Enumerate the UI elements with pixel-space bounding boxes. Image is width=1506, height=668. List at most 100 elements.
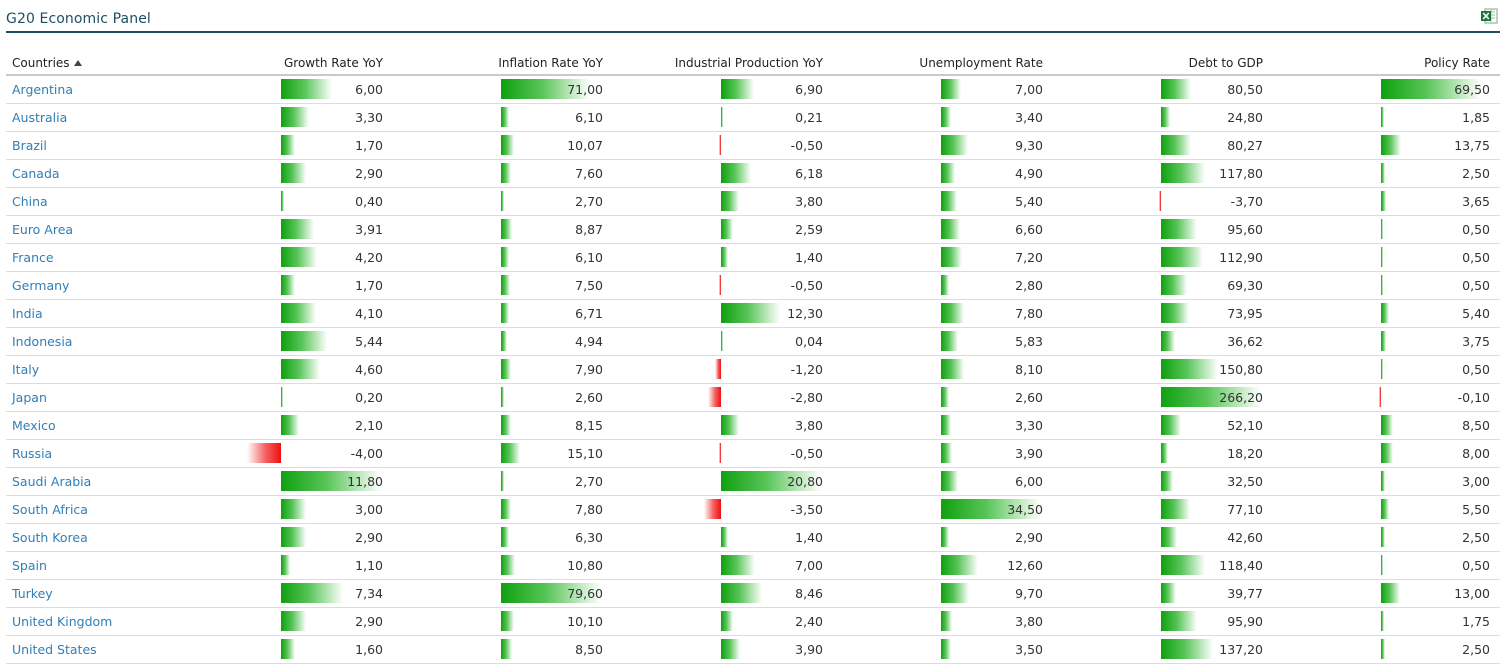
cell-value: 0,04 <box>795 334 823 349</box>
country-link[interactable]: South Africa <box>12 502 88 517</box>
country-link[interactable]: Japan <box>12 390 47 405</box>
country-link[interactable]: Germany <box>12 278 70 293</box>
country-link[interactable]: Spain <box>12 558 47 573</box>
cell-value: 1,70 <box>355 138 383 153</box>
country-link[interactable]: Saudi Arabia <box>12 474 92 489</box>
positive-bar <box>281 611 306 631</box>
positive-bar <box>1161 163 1205 183</box>
country-link[interactable]: Mexico <box>12 418 56 433</box>
column-header-industrial[interactable]: Industrial Production YoY <box>613 52 833 76</box>
table-row: Argentina 6,00 71,00 6,90 7,00 80,50 69,50 <box>6 75 1500 104</box>
country-cell: Australia <box>6 103 173 132</box>
growth-cell: 3,30 <box>173 103 393 132</box>
country-link[interactable]: Australia <box>12 110 68 125</box>
unemployment-cell: 6,60 <box>833 215 1053 244</box>
cell-value: -3,50 <box>790 502 823 517</box>
inflation-cell: 10,10 <box>393 607 613 636</box>
cell-value: 6,60 <box>1015 222 1043 237</box>
positive-bar <box>941 555 978 575</box>
country-link[interactable]: China <box>12 194 48 209</box>
policy-cell: 13,00 <box>1273 579 1500 608</box>
positive-bar <box>941 611 952 631</box>
table-row: United Kingdom 2,90 10,10 2,40 3,80 95,90 1,75 <box>6 607 1500 636</box>
negative-bar <box>708 387 721 407</box>
growth-cell: 2,10 <box>173 411 393 440</box>
growth-cell: 7,34 <box>173 579 393 608</box>
country-link[interactable]: Euro Area <box>12 222 74 237</box>
country-link[interactable]: Canada <box>12 166 60 181</box>
debt-cell: 42,60 <box>1053 523 1273 552</box>
table-row: Saudi Arabia 11,80 2,70 20,80 6,00 32,50 3,00 <box>6 467 1500 496</box>
inflation-cell: 7,80 <box>393 495 613 524</box>
column-header-policy[interactable]: Policy Rate <box>1273 52 1500 76</box>
column-header-unemployment[interactable]: Unemployment Rate <box>833 52 1053 76</box>
country-link[interactable]: United States <box>12 642 97 657</box>
unemployment-cell: 9,30 <box>833 131 1053 160</box>
country-cell: United States <box>6 635 173 664</box>
cell-value: 77,10 <box>1227 502 1263 517</box>
positive-bar <box>501 163 511 183</box>
positive-bar <box>1161 359 1218 379</box>
positive-bar <box>501 555 515 575</box>
positive-bar <box>941 639 951 659</box>
unemployment-cell: 9,70 <box>833 579 1053 608</box>
excel-icon[interactable] <box>1480 7 1498 25</box>
country-link[interactable]: India <box>12 306 43 321</box>
column-header-debt[interactable]: Debt to GDP <box>1053 52 1273 76</box>
positive-bar <box>941 471 958 491</box>
positive-bar <box>721 163 751 183</box>
positive-bar <box>941 275 949 295</box>
cell-value: 2,90 <box>1015 530 1043 545</box>
positive-bar <box>501 499 511 519</box>
country-link[interactable]: Italy <box>12 362 40 377</box>
table-row: India 4,10 6,71 12,30 7,80 73,95 5,40 <box>6 299 1500 328</box>
positive-bar <box>1161 107 1170 127</box>
column-header-inflation[interactable]: Inflation Rate YoY <box>393 52 613 76</box>
cell-value: 8,00 <box>1462 446 1490 461</box>
positive-bar <box>281 331 327 351</box>
unemployment-cell: 3,40 <box>833 103 1053 132</box>
positive-bar <box>1381 443 1393 463</box>
cell-value: 4,20 <box>355 250 383 265</box>
cell-value: -0,10 <box>1457 390 1490 405</box>
cell-value: 2,10 <box>355 418 383 433</box>
cell-value: 7,80 <box>1015 306 1043 321</box>
growth-cell: 1,70 <box>173 131 393 160</box>
cell-value: 112,90 <box>1219 250 1263 265</box>
cell-value: 6,71 <box>575 306 603 321</box>
country-link[interactable]: United Kingdom <box>12 614 113 629</box>
country-link[interactable]: Brazil <box>12 138 47 153</box>
country-link[interactable]: Turkey <box>12 586 53 601</box>
country-link[interactable]: Argentina <box>12 82 73 97</box>
policy-cell: 13,75 <box>1273 131 1500 160</box>
cell-value: 0,21 <box>795 110 823 125</box>
inflation-cell: 7,90 <box>393 355 613 384</box>
cell-value: 12,30 <box>787 306 823 321</box>
policy-cell: 2,50 <box>1273 523 1500 552</box>
cell-value: 0,40 <box>355 194 383 209</box>
country-link[interactable]: South Korea <box>12 530 88 545</box>
cell-value: 95,90 <box>1227 614 1263 629</box>
country-link[interactable]: Indonesia <box>12 334 73 349</box>
positive-bar <box>501 639 512 659</box>
cell-value: 3,90 <box>795 642 823 657</box>
country-link[interactable]: France <box>12 250 54 265</box>
column-header-countries[interactable]: Countries <box>6 52 173 76</box>
cell-value: 118,40 <box>1219 558 1263 573</box>
positive-bar <box>1381 527 1385 547</box>
positive-bar <box>1161 219 1197 239</box>
column-header-growth[interactable]: Growth Rate YoY <box>173 52 393 76</box>
cell-value: 4,10 <box>355 306 383 321</box>
positive-bar <box>941 135 968 155</box>
positive-bar <box>721 611 733 631</box>
unemployment-cell: 7,80 <box>833 299 1053 328</box>
growth-cell: 5,44 <box>173 327 393 356</box>
growth-cell: 4,60 <box>173 355 393 384</box>
growth-cell: 4,20 <box>173 243 393 272</box>
policy-cell: 69,50 <box>1273 75 1500 104</box>
cell-value: 2,70 <box>575 474 603 489</box>
country-link[interactable]: Russia <box>12 446 53 461</box>
cell-value: 6,10 <box>575 250 603 265</box>
cell-value: 73,95 <box>1227 306 1263 321</box>
cell-value: -0,50 <box>790 446 823 461</box>
